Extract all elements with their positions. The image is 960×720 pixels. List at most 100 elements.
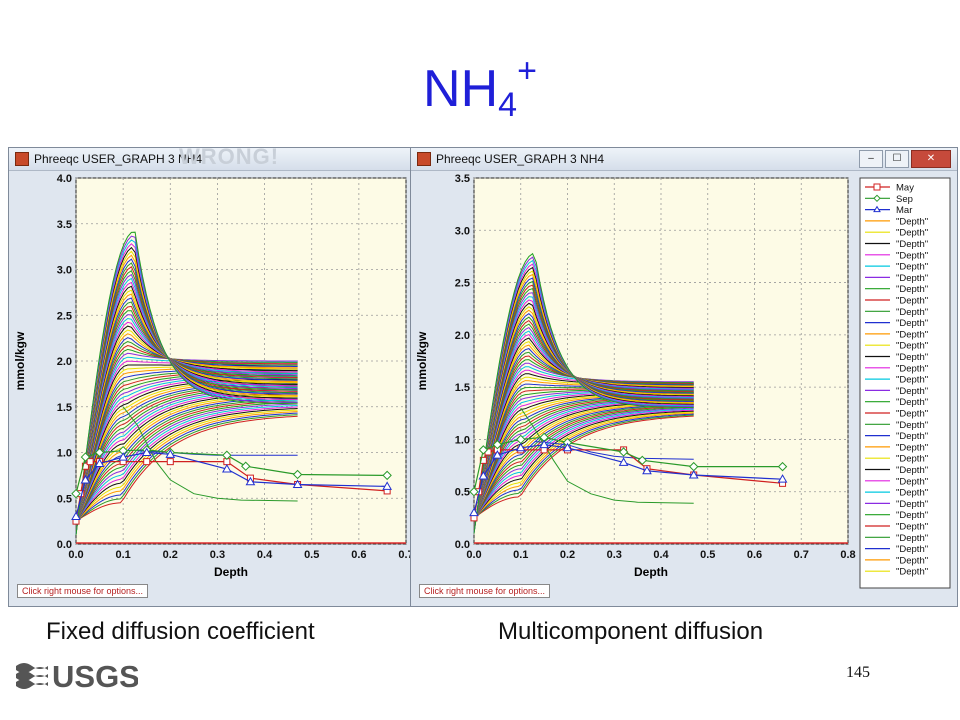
model-curve [75,405,298,523]
close-button[interactable]: ✕ [911,150,951,168]
legend-label: "Depth" [896,431,928,442]
y-tick-label: 0.5 [455,487,470,499]
data-point-sep [94,447,105,458]
y-tick-label: 2.5 [455,278,470,290]
legend-label: "Depth" [896,442,928,453]
legend-label: "Depth" [896,499,928,510]
data-point-sep [382,470,392,481]
model-curve [473,413,694,519]
legend-label: "Depth" [896,454,928,465]
y-tick-label: 1.0 [455,434,470,446]
y-tick-label: 3.5 [57,219,72,231]
model-curve [75,414,298,522]
model-curve [75,262,298,534]
maximize-button[interactable]: ☐ [885,150,909,168]
x-tick-label: 0.2 [163,549,178,561]
model-curve [473,252,694,534]
x-tick-label: 0.3 [607,549,622,561]
data-point-sep [292,469,303,480]
x-tick-label: 0.6 [351,549,366,561]
model-curves [473,252,694,534]
x-tick-label: 0.0 [68,549,83,561]
usgs-logo-text: USGS [52,659,138,692]
wrong-watermark: WRONG! [179,144,280,169]
model-curve [75,310,298,531]
data-point-mar [221,463,232,473]
legend-label: Mar [896,205,912,216]
caption-multicomponent: Multicomponent diffusion [498,618,764,645]
model-curve [75,409,298,523]
x-tick-label: 0.6 [747,549,762,561]
model-curve [75,301,298,532]
usgs-logo: USGS [16,659,138,692]
usgs-wave-icon [16,663,48,689]
data-point-mar [492,450,503,459]
legend-marker [873,205,881,213]
y-tick-label: 3.0 [57,265,72,277]
window-titlebar-left[interactable]: Phreeqc USER_GRAPH 3 NH4 WRONG! [9,144,411,171]
x-tick-label: 0.0 [466,549,481,561]
model-curve [75,258,298,534]
data-point-may [143,458,151,466]
model-curve [75,344,298,530]
y-tick-label: 0.0 [455,539,470,551]
data-point-mar [94,458,105,467]
legend-label: "Depth" [896,228,928,239]
model-curve [75,411,298,523]
legend-label: Sep [896,194,913,205]
x-tick-label: 0.8 [840,549,855,561]
model-curve [75,337,298,530]
model-curve [75,235,298,535]
model-curve [473,408,694,520]
model-line-extra [122,406,298,502]
minimize-button[interactable]: – [859,150,883,168]
slide-title: NH4+ [423,52,537,124]
legend-label: "Depth" [896,386,928,397]
chart-left: 0.0 0.1 0.2 0.3 0.4 0.5 0.6 0.7 0.0 0.5 1.0 1.5 2.0 2… [13,173,410,579]
window-titlebar-right[interactable]: Phreeqc USER_GRAPH 3 NH4 – ☐ ✕ [411,148,957,171]
graph-window-right: Phreeqc USER_GRAPH 3 NH4 – ☐ ✕ 0.0 0.1 0.2… [410,147,958,607]
data-point-mar [292,479,303,489]
model-curve [473,411,694,520]
legend-label: "Depth" [896,420,928,431]
y-tick-label: 0.0 [57,539,72,551]
legend-label: "Depth" [896,409,928,420]
model-curve [473,406,694,521]
series-line-may [473,449,783,519]
legend-label: "Depth" [896,544,928,555]
legend-label: "Depth" [896,522,928,533]
data-point-sep [637,455,648,466]
model-curve [75,385,298,526]
model-curve [75,269,298,533]
legend-label: "Depth" [896,296,928,307]
right-click-options-right[interactable]: Click right mouse for options... [419,584,551,598]
y-tick-label: 4.0 [57,173,72,185]
data-point-sep [478,445,489,455]
right-click-options-left[interactable]: Click right mouse for options... [17,584,149,598]
x-axis-label: Depth [634,565,668,579]
data-point-may [166,458,174,466]
model-curve [75,289,298,532]
data-point-sep [469,487,479,497]
model-curve [75,239,298,535]
model-curve [75,329,298,530]
legend-label: "Depth" [896,216,928,227]
model-curve [75,325,298,531]
legend-marker [873,194,881,203]
model-curve [75,273,298,533]
data-point-mar [539,439,549,449]
model-curve [473,414,694,519]
model-curve [75,266,298,534]
model-curve [75,254,298,534]
data-point-sep [492,439,503,450]
series-line-mar [75,451,388,517]
model-curve [75,408,298,523]
legend-label: "Depth" [896,476,928,487]
legend-label: "Depth" [896,363,928,374]
x-tick-label: 0.5 [304,549,319,561]
model-curve [75,277,298,533]
x-tick-label: 0.1 [513,549,528,561]
chart-right: 0.0 0.1 0.2 0.3 0.4 0.5 0.6 0.7 0.8 0.0 0.5 1.0 1.5 2… [415,173,951,589]
model-curve [473,412,694,519]
model-curve [75,281,298,533]
